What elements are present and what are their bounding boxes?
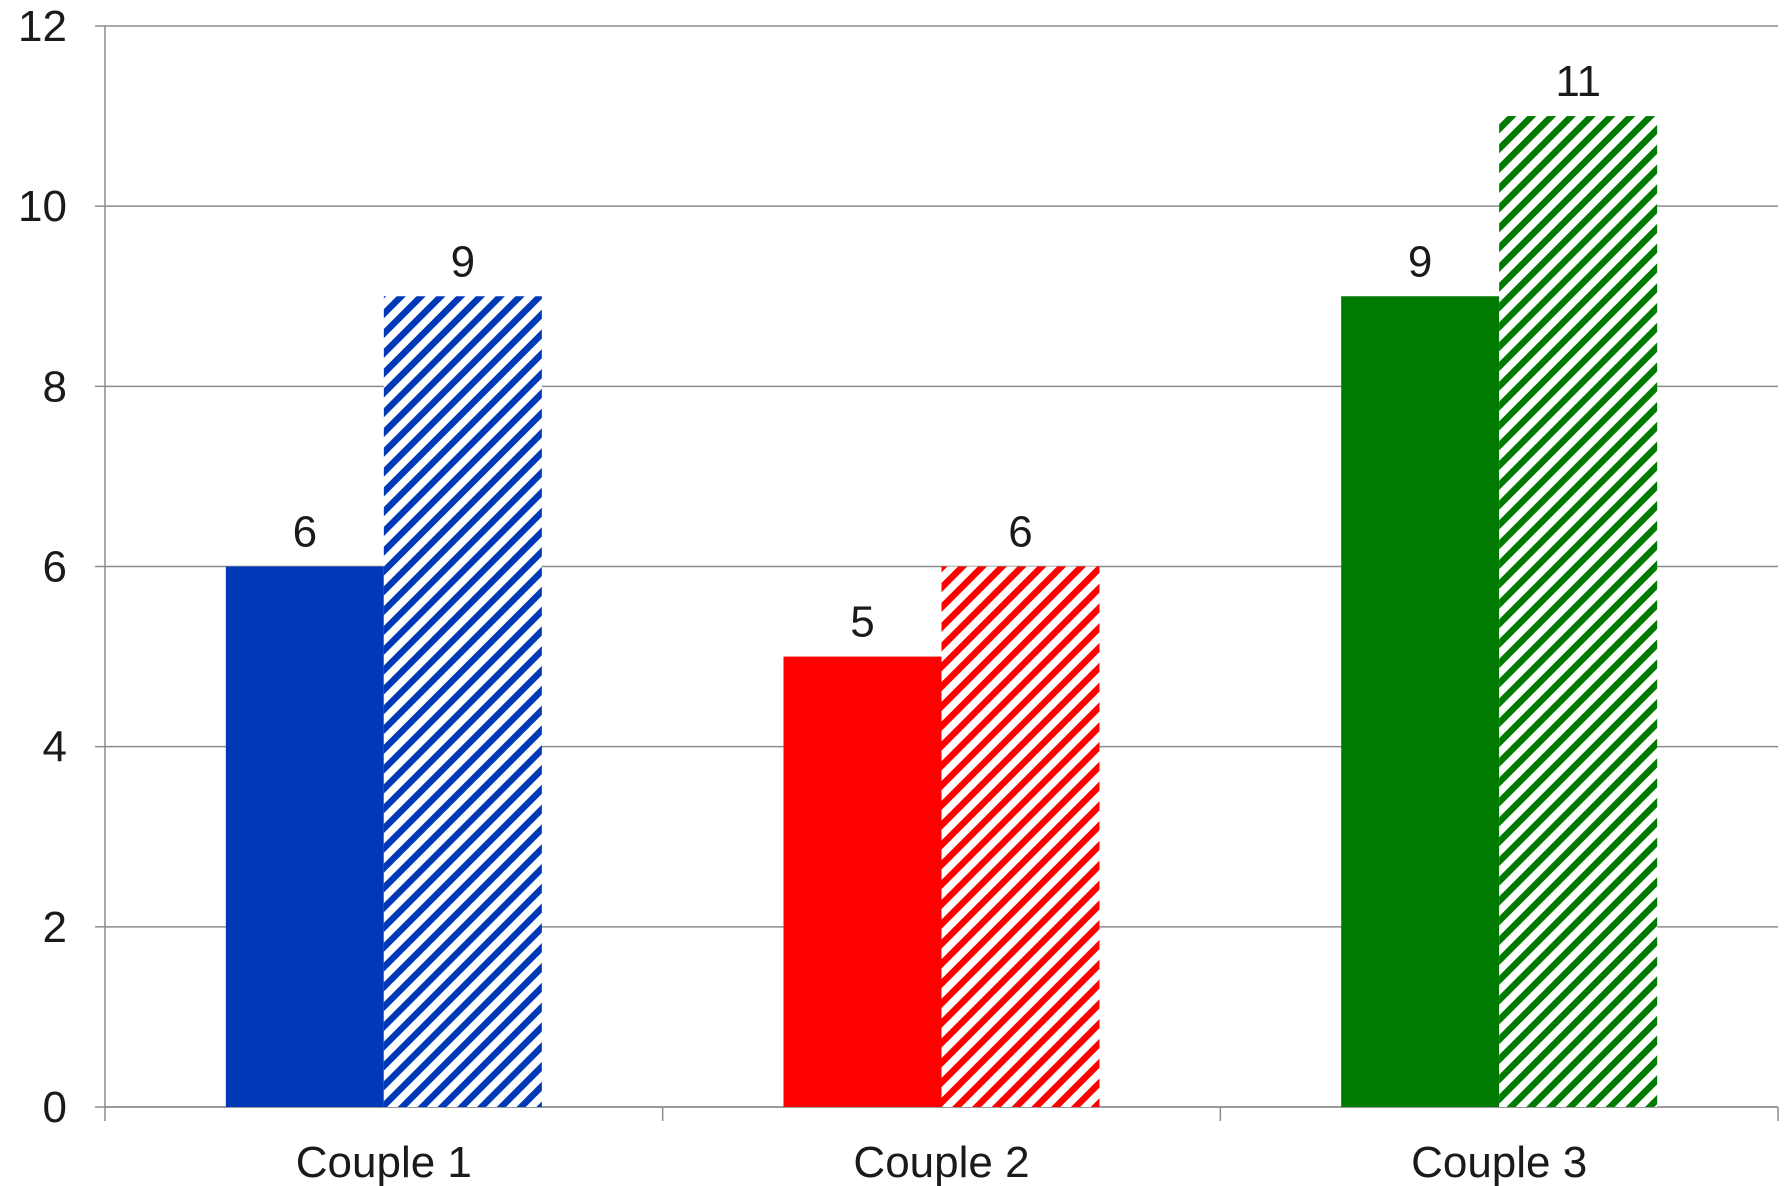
data-label: 6 <box>293 508 317 557</box>
x-category-label: Couple 2 <box>853 1138 1029 1186</box>
y-tick-label: 8 <box>43 362 67 411</box>
bar-couple-2-solid <box>783 656 942 1107</box>
data-label: 11 <box>1555 57 1601 106</box>
labels: 0 2 4 6 8 10 12 6 9 Couple 1 5 6 Couple 2 9 11 Couple 3 <box>18 2 1601 1186</box>
bar-couple-1-hatched <box>383 296 542 1107</box>
y-tick-label: 0 <box>43 1083 67 1132</box>
y-tick-label: 6 <box>43 543 67 592</box>
y-tick-label: 10 <box>18 182 67 231</box>
y-tick-label: 4 <box>43 723 67 772</box>
x-category-label: Couple 1 <box>296 1138 472 1186</box>
bars <box>225 116 1658 1108</box>
bar-couple-3-solid <box>1341 296 1500 1107</box>
x-category-label: Couple 3 <box>1411 1138 1587 1186</box>
data-label: 5 <box>850 598 874 647</box>
bar-couple-3-hatched <box>1499 116 1658 1108</box>
y-tick-label: 2 <box>43 903 67 952</box>
data-label: 6 <box>1008 508 1032 557</box>
bar-couple-1-solid <box>225 566 384 1107</box>
data-label: 9 <box>1408 237 1432 286</box>
y-tick-label: 12 <box>18 2 67 51</box>
data-label: 9 <box>451 237 475 286</box>
bar-couple-2-hatched <box>941 566 1100 1107</box>
